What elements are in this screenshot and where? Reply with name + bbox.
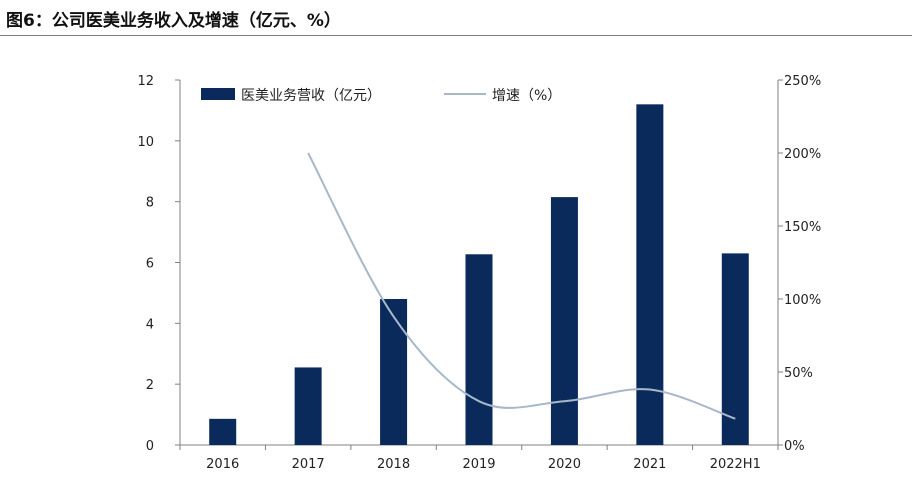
title-divider — [0, 35, 912, 36]
growth-rate-line — [307, 152, 736, 420]
x-tick-label: 2018 — [377, 457, 410, 472]
left-tick-label: 8 — [146, 196, 154, 211]
right-tick-label: 150% — [784, 220, 821, 235]
x-tick-label: 2022H1 — [710, 457, 761, 472]
x-tick-label: 2019 — [462, 457, 495, 472]
left-tick-label: 2 — [146, 378, 154, 393]
revenue-bar — [294, 367, 322, 445]
right-tick-label: 50% — [784, 366, 813, 381]
legend-label-growth: 增速（%） — [492, 88, 561, 104]
legend: 医美业务营收（亿元） 增速（%） — [201, 88, 561, 104]
bars-layer — [209, 104, 749, 445]
revenue-bar — [465, 254, 493, 445]
x-tick-label: 2021 — [633, 457, 666, 472]
left-tick-label: 10 — [137, 135, 154, 150]
line-layer — [307, 152, 736, 420]
right-tick-label: 250% — [784, 74, 821, 89]
revenue-bar — [380, 299, 408, 445]
right-tick-label: 0% — [784, 439, 805, 454]
left-tick-label: 4 — [146, 317, 154, 332]
revenue-bar — [209, 418, 237, 445]
x-tick-label: 2020 — [548, 457, 581, 472]
left-tick-label: 12 — [137, 74, 154, 89]
axes-layer: 0 2 4 6 8 10 12 0% 50% 100% 150% 200% 250% 2016 2017 20… — [137, 74, 821, 472]
figure-title: 图6：公司医美业务收入及增速（亿元、%） — [6, 11, 341, 31]
x-tick-label: 2016 — [206, 457, 239, 472]
left-tick-label: 0 — [146, 439, 154, 454]
right-tick-label: 200% — [784, 147, 821, 162]
revenue-bar — [636, 104, 664, 445]
revenue-bar — [550, 197, 578, 445]
left-tick-label: 6 — [146, 257, 154, 272]
x-tick-label: 2017 — [292, 457, 325, 472]
legend-swatch-revenue — [201, 88, 235, 100]
right-tick-label: 100% — [784, 293, 821, 308]
revenue-bar — [721, 253, 749, 445]
legend-label-revenue: 医美业务营收（亿元） — [241, 88, 381, 104]
